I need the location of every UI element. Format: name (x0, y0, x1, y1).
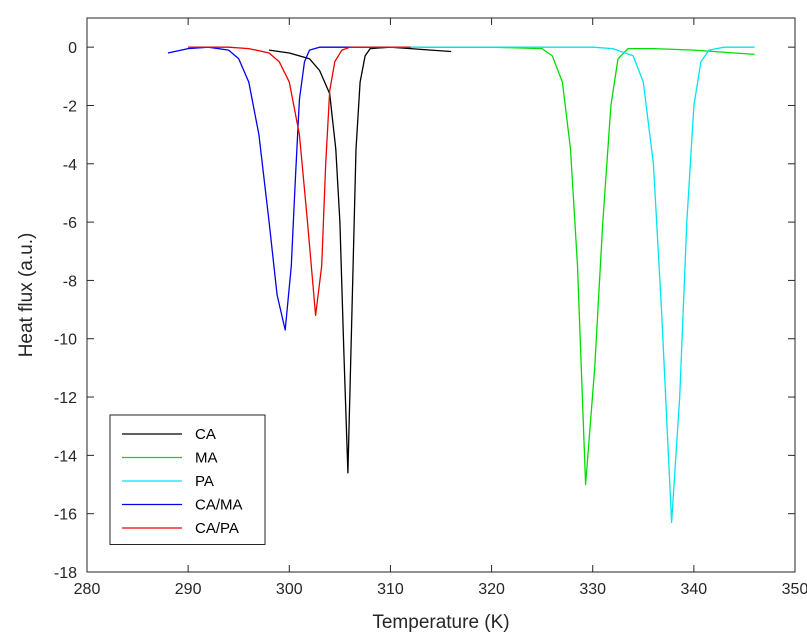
series-layer (167, 46, 755, 524)
y-axis: 0 -2 -4 -6 -8 -10 -12 -14 -16 -18 (54, 40, 795, 582)
x-tick-label: 350 (782, 581, 807, 598)
series-line-ma (420, 46, 755, 486)
legend-label: MA (195, 450, 218, 467)
x-tick-label: 290 (175, 581, 202, 598)
legend-label: CA/PA (195, 520, 239, 537)
y-axis-title: Heat flux (a.u.) (16, 233, 37, 358)
x-tick-label: 320 (478, 581, 505, 598)
y-tick-label: -16 (54, 507, 77, 524)
legend-label: CA (195, 426, 216, 443)
series-line-pa (390, 46, 755, 524)
legend-box (109, 414, 266, 545)
legend: CA MA PA CA/MA CA/PA (109, 414, 266, 545)
y-tick-label: -8 (63, 273, 77, 290)
legend-label: CA/MA (195, 497, 243, 514)
y-tick-label: -18 (54, 565, 77, 582)
y-tick-label: -14 (54, 448, 77, 465)
x-tick-label: 330 (579, 581, 606, 598)
y-tick-label: -4 (63, 157, 77, 174)
x-tick-label: 300 (276, 581, 303, 598)
x-tick-label: 310 (377, 581, 404, 598)
x-tick-label: 280 (74, 581, 101, 598)
y-tick-label: -6 (63, 215, 77, 232)
y-tick-label: -12 (54, 390, 77, 407)
x-tick-label: 340 (681, 581, 708, 598)
series-line-ca-pa (188, 46, 411, 317)
y-tick-label: 0 (68, 40, 77, 57)
y-tick-label: -10 (54, 332, 77, 349)
y-tick-label: -2 (63, 98, 77, 115)
x-axis-title: Temperature (K) (372, 612, 509, 633)
legend-label: PA (195, 473, 214, 490)
x-axis: 280 290 300 310 320 330 340 350 (74, 18, 807, 598)
series-line-ca-ma (167, 46, 391, 331)
